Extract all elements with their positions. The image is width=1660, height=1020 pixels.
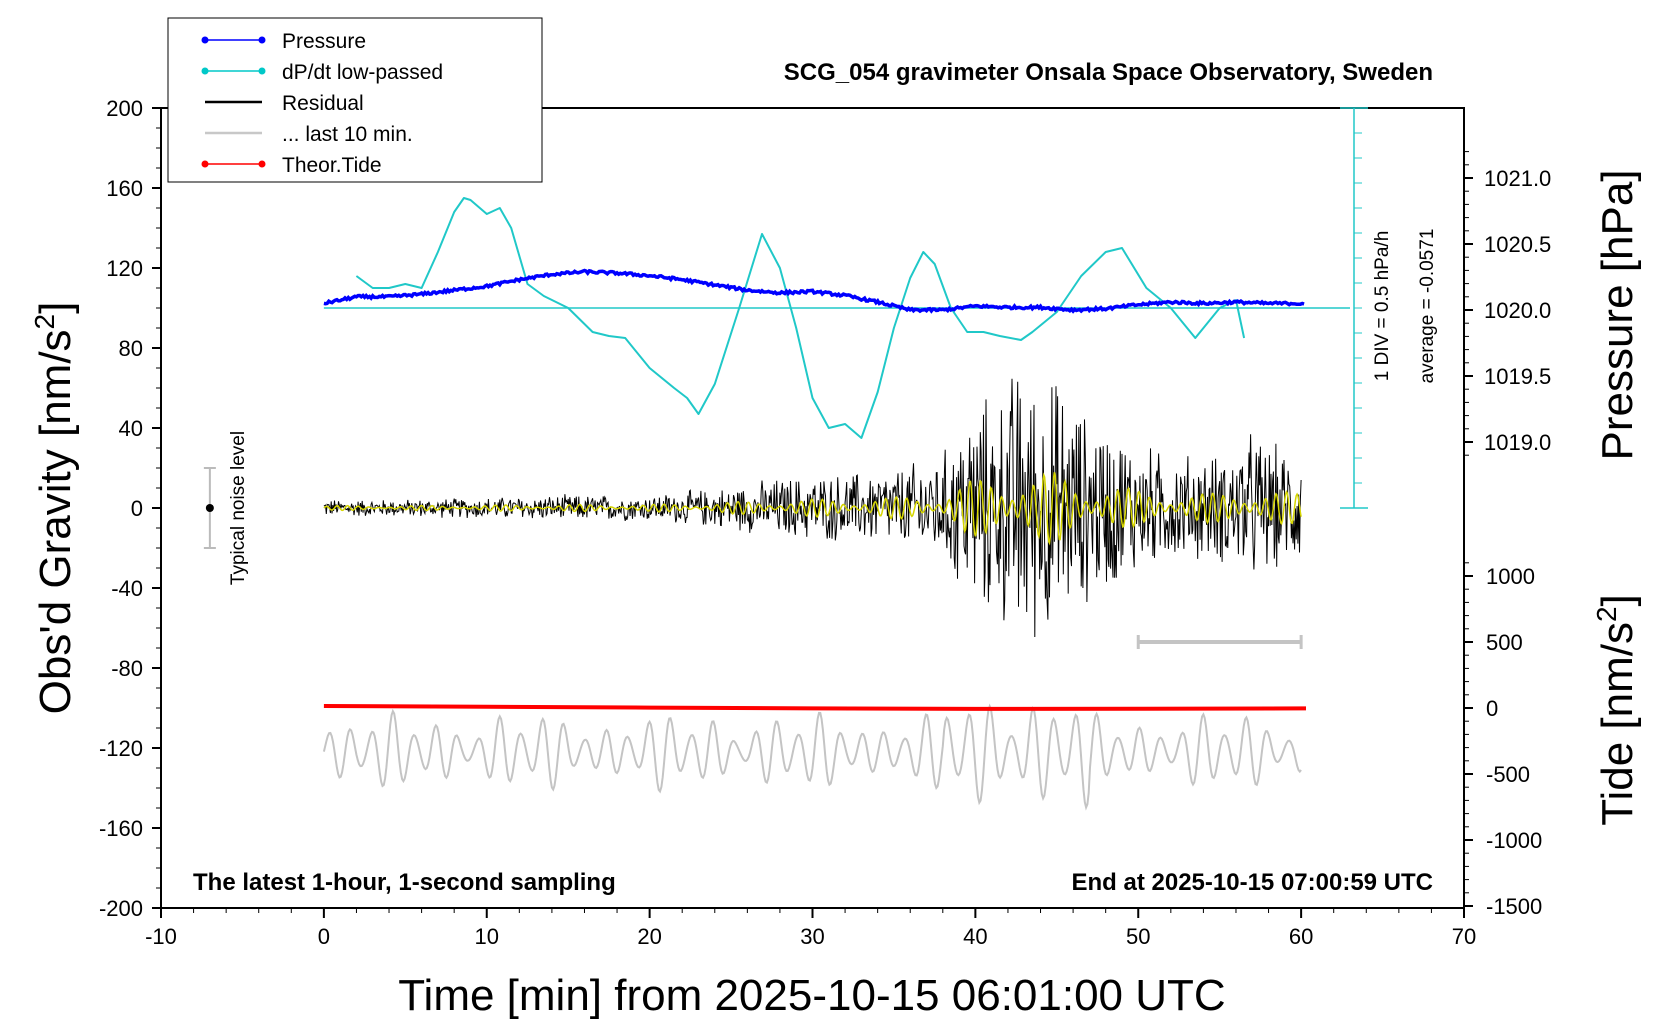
- chart-title: SCG_054 gravimeter Onsala Space Observat…: [784, 59, 1433, 86]
- legend-items: Pressure dP/dt low-passed Residual ... last…: [201, 30, 443, 177]
- legend-label: Residual: [282, 92, 364, 115]
- x-tick-label: 40: [963, 924, 987, 949]
- y-label-left-sup: 2: [29, 314, 60, 330]
- y-tick-label: -160: [99, 816, 143, 841]
- residual-lowpass-series: [323, 472, 1302, 546]
- pressure-tick-label: 1019.5: [1484, 364, 1551, 389]
- pressure-tick-label: 1019.0: [1484, 430, 1551, 455]
- noise-dot: [205, 504, 214, 512]
- pressure-tick-label: 1020.5: [1484, 232, 1551, 257]
- y-tick-label: 120: [106, 256, 143, 281]
- avg-label: average = -0.0571: [1417, 229, 1438, 384]
- legend-marker: [201, 36, 209, 44]
- dpdt-series: [323, 107, 1368, 509]
- tide-line: [323, 704, 1307, 711]
- y-tick-label: -80: [111, 656, 143, 681]
- legend-marker: [258, 36, 266, 44]
- y-axis-label-left: Obs'd Gravity [nm/s2]: [29, 302, 80, 715]
- annotations: [203, 467, 1303, 649]
- lowpass-line: [323, 472, 1302, 546]
- x-tick-label: 70: [1452, 924, 1476, 949]
- axis-ticks: -10 0 10 20 30 40 50 60 70 200 160 120 80 40 0 -40 -80 -1…: [99, 96, 1551, 949]
- annotation-left: The latest 1-hour, 1-second sampling: [193, 869, 616, 896]
- x-tick-label: 30: [800, 924, 824, 949]
- x-tick-label: 10: [475, 924, 499, 949]
- residual-series: [323, 378, 1302, 638]
- dpdt-line: [355, 197, 1246, 439]
- tide-tick-label: -1000: [1486, 828, 1542, 853]
- y-tick-label: -40: [111, 576, 143, 601]
- y-label-tide-end: ]: [1593, 594, 1642, 606]
- x-tick-label: 60: [1289, 924, 1313, 949]
- residual-line: [323, 378, 1302, 638]
- tide-tick-label: 1000: [1486, 564, 1535, 589]
- legend-label: Pressure: [282, 30, 366, 53]
- y-tick-label: -200: [99, 896, 143, 921]
- legend-label: Theor.Tide: [282, 154, 382, 177]
- legend-label: dP/dt low-passed: [282, 61, 443, 84]
- pressure-line: [323, 268, 1305, 314]
- noise-label: Typical noise level: [228, 431, 249, 585]
- div-label: 1 DIV = 0.5 hPa/h: [1372, 231, 1393, 382]
- legend-box: [167, 17, 543, 183]
- legend: Pressure dP/dt low-passed Residual ... last…: [167, 17, 543, 183]
- y-label-tide-main: Tide [nm/s: [1593, 622, 1642, 826]
- tide-tick-label: 0: [1486, 696, 1498, 721]
- pressure-tick-label: 1020.0: [1484, 298, 1551, 323]
- legend-marker: [201, 67, 209, 75]
- y-label-tide-sup: 2: [1591, 606, 1622, 622]
- x-tick-label: 50: [1126, 924, 1150, 949]
- y-label-left-end: ]: [31, 302, 80, 314]
- legend-label: ... last 10 min.: [282, 123, 413, 146]
- x-tick-label: 0: [318, 924, 330, 949]
- annotation-right: End at 2025-10-15 07:00:59 UTC: [1072, 869, 1434, 896]
- legend-marker: [258, 160, 266, 168]
- x-tick-label: 20: [637, 924, 661, 949]
- tide-tick-label: 500: [1486, 630, 1523, 655]
- x-axis-label: Time [min] from 2025-10-15 06:01:00 UTC: [398, 971, 1225, 1020]
- y-axis-label-tide: Tide [nm/s2]: [1591, 594, 1642, 826]
- y-label-left-main: Obs'd Gravity [nm/s: [31, 329, 80, 714]
- tide-tick-label: -500: [1486, 762, 1530, 787]
- last-10-min-line: [322, 703, 1302, 811]
- tide-tick-label: -1500: [1486, 894, 1542, 919]
- y-tick-label: -120: [99, 736, 143, 761]
- pressure-series: [323, 268, 1305, 314]
- legend-marker: [258, 67, 266, 75]
- legend-marker: [201, 160, 209, 168]
- y-tick-label: 40: [119, 416, 143, 441]
- y-axis-label-pressure: Pressure [hPa]: [1593, 169, 1642, 460]
- y-tick-label: 200: [106, 96, 143, 121]
- y-tick-label: 0: [131, 496, 143, 521]
- last-10-min-series: [322, 703, 1302, 811]
- x-tick-label: -10: [145, 924, 177, 949]
- pressure-tick-label: 1021.0: [1484, 166, 1551, 191]
- y-tick-label: 160: [106, 176, 143, 201]
- tide-series: [323, 704, 1307, 711]
- y-tick-label: 80: [119, 336, 143, 361]
